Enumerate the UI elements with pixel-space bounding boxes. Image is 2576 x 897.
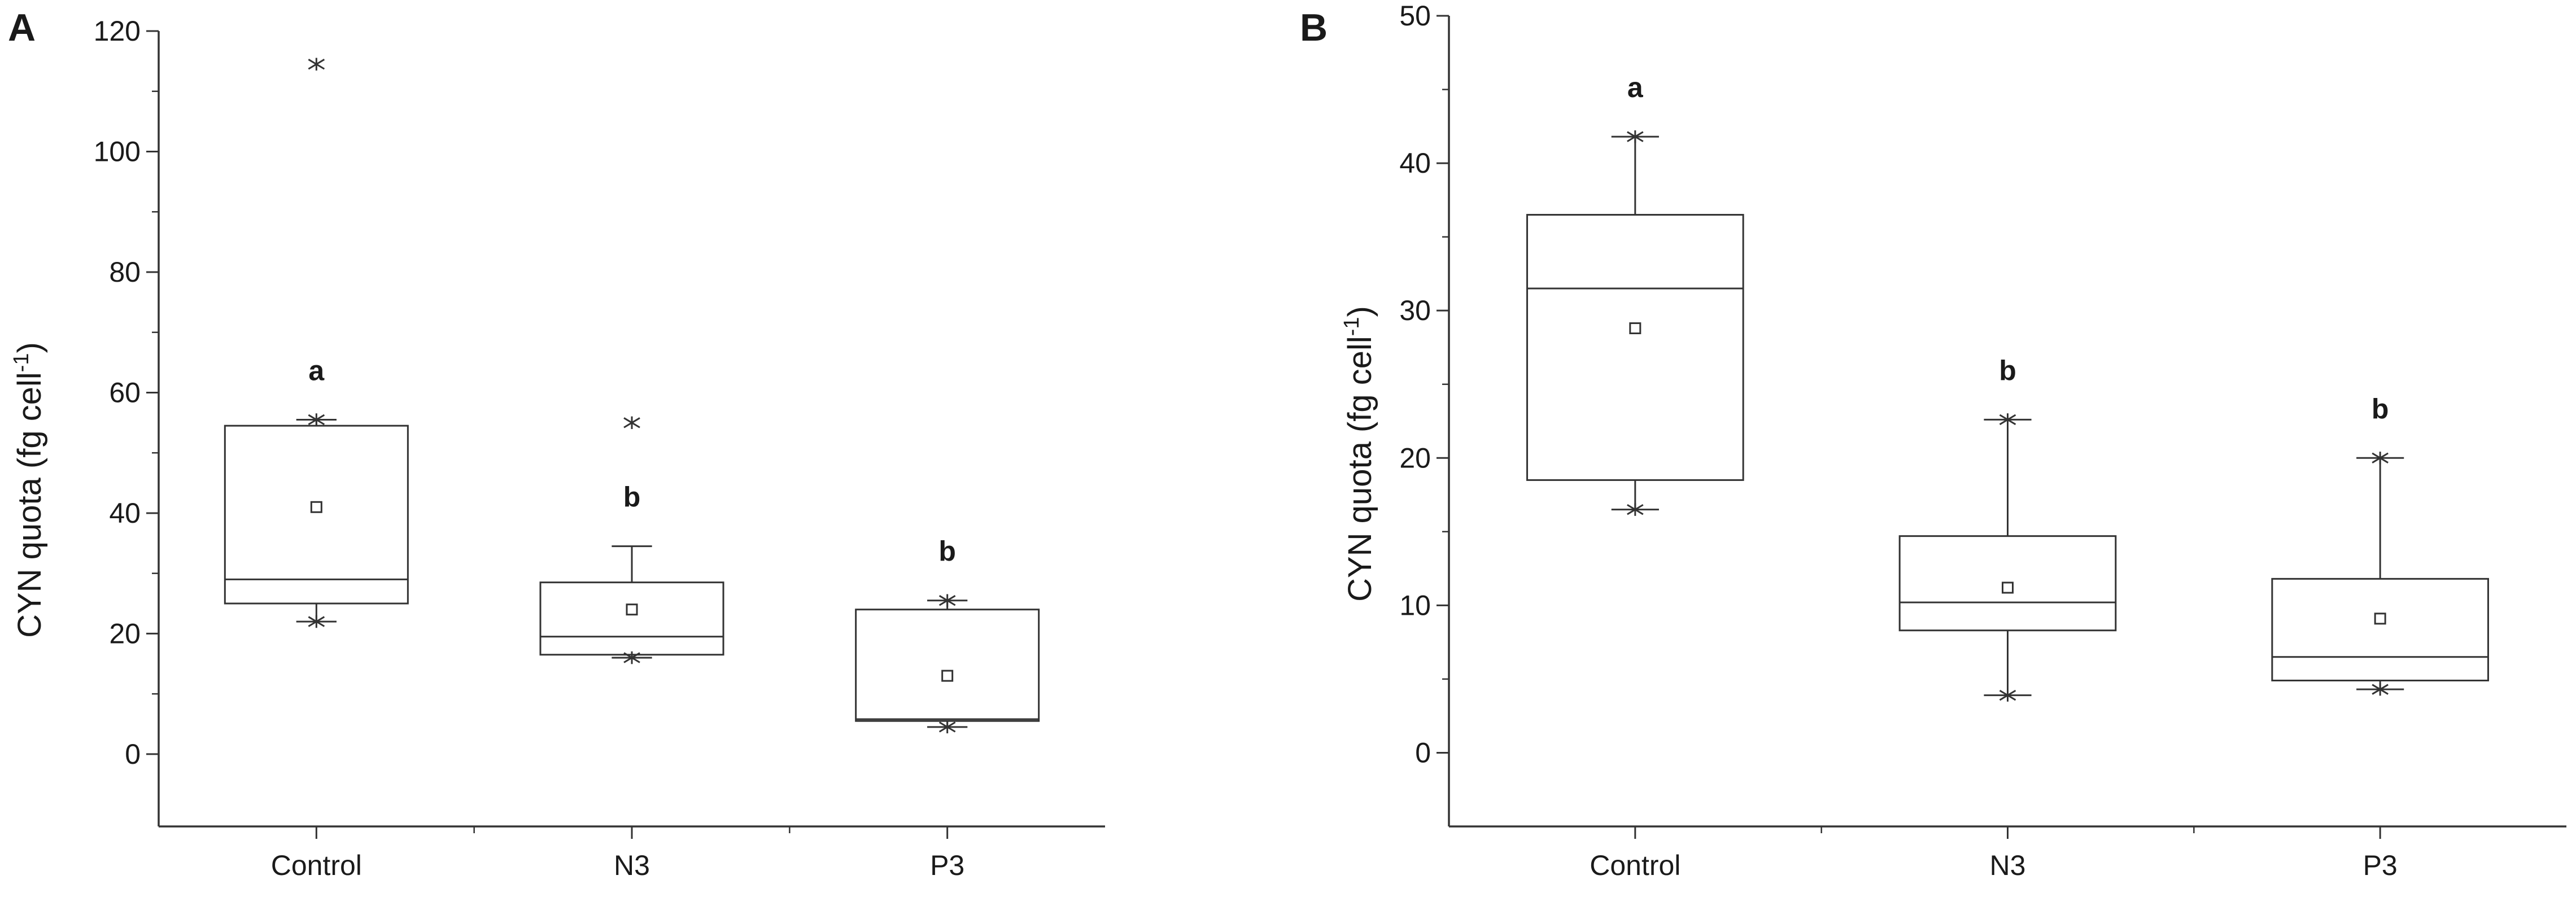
min-marker bbox=[623, 651, 640, 664]
outlier-marker bbox=[308, 58, 325, 71]
box-control: a bbox=[1526, 72, 1744, 516]
y-tick-label: 10 bbox=[1399, 589, 1431, 621]
y-tick-label: 0 bbox=[125, 738, 141, 770]
x-tick-label: P3 bbox=[2363, 850, 2398, 881]
y-tick-label: 20 bbox=[109, 618, 141, 649]
panel-letter-a: A bbox=[8, 6, 36, 49]
y-tick-label: 120 bbox=[94, 15, 141, 47]
y-tick-label: 50 bbox=[1399, 0, 1431, 32]
y-tick-label: 40 bbox=[1399, 147, 1431, 179]
max-marker bbox=[2372, 452, 2389, 465]
max-marker bbox=[308, 413, 325, 426]
y-axis-label-a-sup: -1 bbox=[10, 353, 33, 372]
box-iqr bbox=[2271, 577, 2489, 682]
significance-letter: b bbox=[2372, 393, 2389, 425]
y-axis-label-b-sup: -1 bbox=[1340, 317, 1364, 336]
min-marker bbox=[2372, 682, 2389, 696]
y-tick-label: 30 bbox=[1399, 295, 1431, 326]
max-marker bbox=[1627, 130, 1644, 143]
y-axis-label-a-close: ) bbox=[11, 342, 48, 353]
y-tick-label: 80 bbox=[109, 256, 141, 288]
y-tick-label: 40 bbox=[109, 497, 141, 529]
mean-marker bbox=[626, 603, 638, 616]
significance-letter: b bbox=[938, 536, 956, 567]
box-p3: b bbox=[855, 536, 1040, 734]
box-iqr bbox=[855, 609, 1040, 722]
min-marker bbox=[1999, 689, 2016, 702]
y-tick-label: 0 bbox=[1415, 737, 1431, 768]
box-p3: b bbox=[2271, 393, 2489, 696]
mean-marker bbox=[1629, 322, 1641, 335]
box-iqr bbox=[1898, 535, 2117, 632]
box-iqr bbox=[539, 581, 724, 656]
box-n3: b bbox=[1898, 355, 2117, 702]
box-iqr bbox=[224, 425, 409, 605]
x-tick-label: P3 bbox=[930, 850, 964, 881]
x-tick-label: N3 bbox=[614, 850, 650, 881]
box-n3: b bbox=[539, 416, 724, 664]
y-tick-label: 60 bbox=[109, 377, 141, 408]
box-control: a bbox=[224, 58, 409, 628]
y-axis-label-a-main: CYN quota (fg cell bbox=[11, 372, 48, 638]
max-marker bbox=[1999, 413, 2016, 426]
x-tick-label: Control bbox=[1590, 850, 1680, 881]
y-tick-label: 20 bbox=[1399, 442, 1431, 474]
min-marker bbox=[938, 720, 956, 734]
significance-letter: a bbox=[1627, 72, 1644, 103]
y-axis-label-a: CYN quota (fg cell-1) bbox=[10, 342, 48, 638]
y-tick-label: 100 bbox=[94, 135, 141, 167]
box-iqr bbox=[1526, 213, 1744, 481]
panel-a: A CYN quota (fg cell-1) 0 20 40 60 80 100 120 C… bbox=[8, 6, 1105, 881]
y-axis-label-b: CYN quota (fg cell-1) bbox=[1340, 306, 1378, 602]
outlier-marker bbox=[623, 416, 640, 430]
significance-letter: b bbox=[623, 482, 641, 513]
mean-marker bbox=[2002, 581, 2014, 594]
mean-marker bbox=[941, 670, 954, 682]
min-marker bbox=[1627, 503, 1644, 516]
max-marker bbox=[938, 594, 956, 607]
panel-b: B CYN quota (fg cell-1) 0 10 20 30 40 50 Contr… bbox=[1300, 0, 2566, 881]
mean-marker bbox=[310, 501, 322, 513]
significance-letter: a bbox=[308, 355, 325, 386]
y-axis-label-b-main: CYN quota (fg cell bbox=[1342, 336, 1378, 602]
mean-marker bbox=[2374, 612, 2386, 625]
x-tick-label: N3 bbox=[1990, 850, 2026, 881]
significance-letter: b bbox=[1999, 355, 2016, 386]
y-axis-label-b-close: ) bbox=[1342, 306, 1378, 317]
x-tick-label: Control bbox=[271, 850, 362, 881]
min-marker bbox=[308, 615, 325, 628]
panel-letter-b: B bbox=[1300, 6, 1328, 49]
